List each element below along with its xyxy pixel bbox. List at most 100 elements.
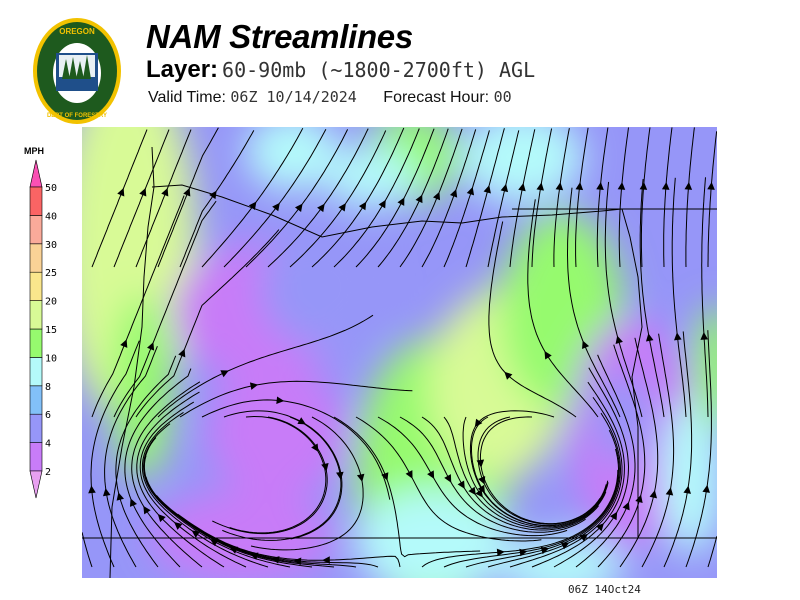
colorbar-tick-label: 50 [45,183,57,194]
colorbar-under-triangle [29,470,43,499]
streamline-arrow [536,182,545,191]
streamline [443,416,607,529]
streamline [663,331,693,568]
streamline [663,127,673,268]
streamline-arrow [683,485,691,494]
streamline [469,410,559,527]
streamline-arrow [183,187,191,197]
streamline [465,429,620,568]
colorbar-tick-label: 2 [45,467,51,478]
oregon-coastline [109,146,155,578]
streamline [141,411,269,568]
streamline [619,337,659,568]
streamline [135,229,280,418]
streamline [399,416,586,533]
streamline [596,127,609,268]
valid-time-info: Valid Time: 06Z 10/14/2024 Forecast Hour… [148,88,512,107]
streamline [575,354,636,568]
logo-top-text: OREGON [59,27,95,36]
streamline-arrow [272,202,280,212]
streamline-arrow [450,189,458,198]
streamline [245,129,349,268]
wind-speed-region [207,362,347,502]
streamline [113,200,217,418]
oregon-department-of-forestry-logo: OREGON DEPT OF FORESTRY [33,18,121,124]
streamline-arrow [174,522,183,530]
colorbar: 2 4 6 8 10 15 20 25 30 40 50 [29,159,57,499]
colorbar-tick-label: 10 [45,353,57,364]
streamline [131,381,203,568]
streamline-arrow [322,556,330,564]
streamline [212,416,328,535]
streamline-arrow [157,513,166,523]
streamline [640,127,651,268]
streamline-arrow [276,396,285,405]
streamline-arrow [610,511,618,521]
streamline-arrow [468,486,476,496]
streamline [701,177,709,418]
colorbar-tick-label: 15 [45,325,57,336]
streamline [91,195,185,418]
streamline-arrow [595,523,604,532]
streamline [488,221,577,418]
streamline [421,469,619,568]
colorbar-segment [29,413,43,443]
oregon-idaho-border [621,208,643,538]
streamline-arrow [358,201,367,211]
colorbar-units: MPH [24,146,44,156]
streamline-arrow [466,186,475,196]
streamline-arrow [500,183,509,193]
streamline-arrow [356,473,365,482]
streamline [201,127,304,268]
forecast-hour-value: 00 [493,88,512,106]
colorbar-tick-label: 6 [45,410,51,421]
wind-speed-region [260,225,384,349]
streamline-arrow [476,459,485,468]
streamline-arrow [665,487,674,496]
streamline [355,416,542,542]
streamline-arrow [474,418,483,428]
streamline-arrow [321,463,329,472]
colorbar-over-triangle [29,159,43,188]
streamline [139,401,247,568]
streamline [487,412,622,568]
streamline [707,131,717,267]
streamline-arrow [88,485,96,494]
page-title: NAM Streamlines [146,18,413,55]
colorbar-segment [29,357,43,387]
streamline-arrow [707,181,715,190]
streamline-arrow [684,181,693,190]
streamline-arrow [336,471,344,480]
streamline [604,181,643,418]
streamline [82,532,93,568]
streamline [685,127,695,268]
valid-time-label: Valid Time: [148,89,226,106]
streamline-arrow [139,187,147,197]
streamline-arrow [617,181,626,190]
streamline [124,368,192,568]
streamline-arrow [427,470,435,479]
streamline [113,129,170,268]
model-run-stamp: 06Z 14Oct24 [568,583,641,596]
svg-text:DEPT OF FORESTRY: DEPT OF FORESTRY [47,113,107,119]
streamline-arrow [582,340,590,350]
streamline-arrow [378,199,386,209]
streamline [377,416,568,537]
wind-speed-region [325,146,419,208]
streamline [487,130,520,268]
streamline-arrow [674,332,682,341]
streamline-arrow [102,488,111,497]
streamline [104,346,158,568]
streamline-arrow [596,182,604,190]
streamline-arrow [397,197,405,206]
streamline [479,416,601,525]
streamline-arrow [702,484,710,493]
streamline [399,128,463,268]
streamline [267,128,369,268]
layer-info: Layer: 60-90mb (~1800-2700ft) AGL [146,56,535,84]
colorbar-segment [29,243,43,273]
streamline [250,416,364,551]
streamline [177,513,401,568]
valid-time-value: 06Z 10/14/2024 [230,88,357,106]
streamline-arrow [297,417,306,425]
